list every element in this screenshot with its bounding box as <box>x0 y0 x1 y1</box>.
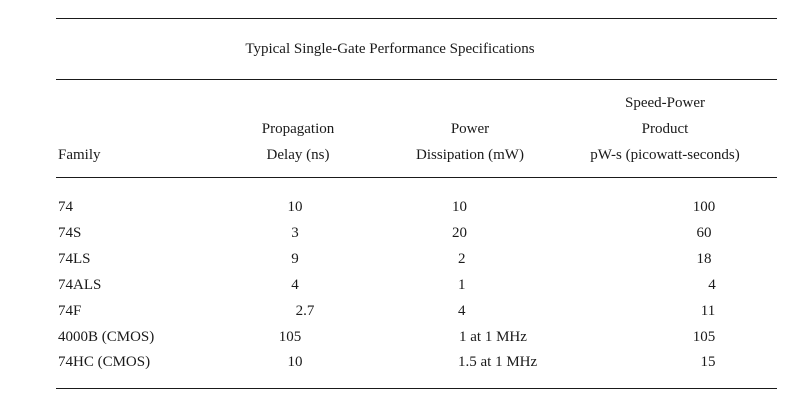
header-delay: Delay (ns) <box>266 147 330 163</box>
cell-power: 20 <box>452 225 467 241</box>
bottom-rule <box>56 388 777 389</box>
top-rule <box>56 18 777 19</box>
cell-power: 1 at 1 MHz <box>459 329 527 345</box>
cell-delay: 2.7 <box>295 303 315 319</box>
cell-product: 11 <box>700 303 716 319</box>
cell-delay: 10 <box>287 354 303 370</box>
cell-power: 1 <box>458 277 466 293</box>
cell-delay: 10 <box>287 199 303 215</box>
cell-power: 1.5 at 1 MHz <box>458 354 538 370</box>
header-rule <box>56 177 777 178</box>
cell-family: 74LS <box>58 251 91 267</box>
cell-family: 74S <box>58 225 82 241</box>
cell-delay: 9 <box>291 251 299 267</box>
header-family: Family <box>58 147 101 163</box>
header-product: Product <box>641 121 689 137</box>
cell-family: 74HC (CMOS) <box>58 354 151 370</box>
header-speed-power: Speed-Power <box>625 95 705 111</box>
cell-product: 60 <box>696 225 712 241</box>
cell-product: 105 <box>692 329 716 345</box>
cell-family: 74F <box>58 303 82 319</box>
title-rule <box>56 79 777 80</box>
cell-delay: 105 <box>278 329 302 345</box>
header-propagation: Propagation <box>261 121 335 137</box>
header-units: pW-s (picowatt-seconds) <box>590 147 740 163</box>
cell-product: 15 <box>700 354 716 370</box>
header-power: Power <box>450 121 490 137</box>
cell-product: 18 <box>696 251 712 267</box>
cell-power: 4 <box>458 303 466 319</box>
cell-family: 74ALS <box>58 277 102 293</box>
header-dissipation: Dissipation (mW) <box>416 147 524 163</box>
cell-product: 100 <box>692 199 716 215</box>
table-title: Typical Single-Gate Performance Specific… <box>245 41 535 57</box>
cell-family: 4000B (CMOS) <box>58 329 155 345</box>
cell-delay: 4 <box>291 277 299 293</box>
cell-family: 74 <box>58 199 73 215</box>
cell-delay: 3 <box>291 225 299 241</box>
cell-product: 4 <box>708 277 716 293</box>
cell-power: 10 <box>452 199 467 215</box>
cell-power: 2 <box>458 251 466 267</box>
